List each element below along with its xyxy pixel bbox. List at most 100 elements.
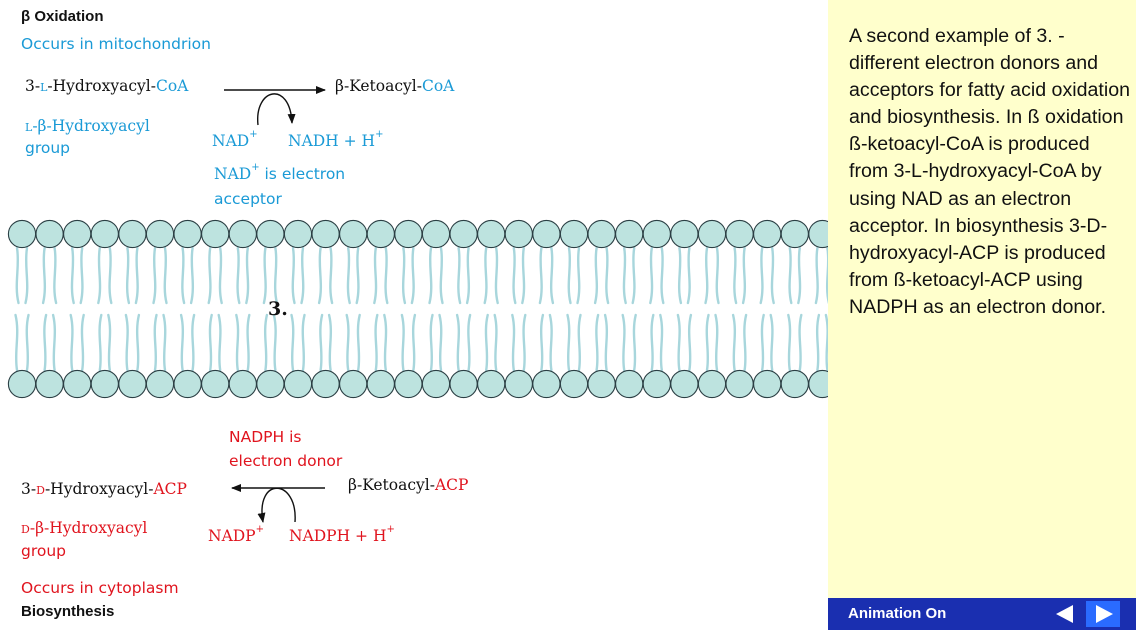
triangle-right-icon (1096, 605, 1113, 623)
lipid-tail (124, 313, 129, 372)
lipid-head (725, 219, 754, 249)
lipid-tail (622, 246, 627, 305)
lipid-head (808, 369, 828, 399)
lipid-tail (704, 246, 709, 305)
nadh-label: NADH + H+ (288, 129, 384, 151)
donor-note-line2: electron donor (229, 452, 343, 470)
lipid-tail (272, 313, 277, 372)
lipid-tail (760, 313, 765, 372)
oxidation-group-word: group (25, 139, 71, 157)
lipid-tail (649, 246, 654, 305)
lipid-tail (539, 313, 545, 372)
lipid-head (670, 369, 699, 399)
lipid-tail (522, 313, 527, 372)
lipid-tail (329, 246, 334, 305)
lipid-head (615, 219, 644, 249)
lipid-tail (465, 246, 471, 305)
lipid-head (808, 219, 828, 249)
lipid-tail (125, 246, 131, 305)
lipid-tail (770, 246, 775, 305)
lipid-head (201, 219, 230, 249)
lipid-tail (70, 246, 75, 305)
previous-button[interactable] (1048, 601, 1082, 627)
lipid-head (256, 369, 285, 399)
oxidation-group-label: L-β-Hydroxyacyl (25, 117, 150, 135)
lipid-head (477, 369, 506, 399)
next-button[interactable] (1086, 601, 1120, 627)
acceptor-note-line2: acceptor (214, 190, 282, 208)
lipid-tail (245, 246, 250, 305)
diagram-area: β Oxidation Occurs in mitochondrion 3-L-… (7, 8, 828, 620)
lipid-tail (455, 313, 461, 372)
acceptor-note: NAD+ is electron (214, 162, 346, 184)
lipid-head (559, 369, 589, 399)
oxidation-product: β-Ketoacyl-CoA (335, 77, 455, 95)
lipid-tail (438, 313, 443, 372)
lipid-tail (290, 313, 295, 372)
biosynthesis-product: 3-D-Hydroxyacyl-ACP (21, 480, 187, 498)
lipid-tail (548, 313, 553, 372)
lipid-head (421, 369, 451, 399)
lipid-tail (410, 246, 415, 305)
lipid-tail (687, 313, 693, 372)
lipid-tail (605, 246, 610, 305)
lipid-head (118, 369, 147, 399)
lipid-tail (69, 313, 74, 372)
oxidation-substrate: 3-L-Hydroxyacyl-CoA (25, 77, 189, 95)
lipid-head (366, 219, 395, 249)
lipid-tail (134, 246, 139, 305)
lipid-head (394, 219, 423, 249)
lipid-tail (14, 313, 19, 372)
lipid-head (504, 369, 533, 399)
lipid-head (642, 369, 671, 399)
lipid-tail (51, 313, 57, 372)
nad-cofactor-arrow (257, 93, 296, 126)
lipid-tail (428, 246, 433, 305)
lipid-head (7, 219, 37, 249)
lipid-tail (660, 246, 665, 305)
animation-toggle[interactable]: Animation On (848, 605, 947, 622)
lipid-head (780, 369, 809, 399)
lipid-tail (401, 246, 407, 305)
lipid-tail (741, 246, 747, 305)
nadph-label: NADPH + H+ (289, 524, 395, 546)
lipid-head (228, 219, 257, 249)
biosynthesis-group-label: D-β-Hydroxyacyl (21, 519, 148, 537)
lipid-head (587, 369, 616, 399)
lipid-tail (798, 313, 803, 372)
lipid-tail (384, 246, 389, 305)
lipid-tails-bottom (14, 313, 828, 372)
lipid-tail (181, 246, 186, 305)
lipid-tail (179, 313, 185, 372)
lipid-tail (567, 246, 572, 305)
lipid-heads-bottom (7, 369, 828, 399)
lipid-head (256, 219, 285, 249)
nadph-cofactor-arrow (257, 487, 296, 523)
donor-note: NADPH is (229, 428, 302, 446)
lipid-tail (374, 313, 379, 372)
lipid-head (311, 369, 340, 399)
lipid-tail (317, 246, 323, 305)
lipid-tail (383, 313, 388, 372)
lipid-tail (577, 313, 582, 372)
lipid-head (145, 369, 175, 399)
lipid-tail (80, 313, 85, 372)
lipid-tail (815, 313, 821, 372)
lipid-tail (743, 313, 748, 372)
lipid-tail (207, 246, 212, 305)
lipid-tail (15, 246, 20, 305)
lipid-head (421, 219, 451, 249)
nad-plus-label: NAD+ (212, 129, 258, 151)
lipid-tail (189, 246, 195, 305)
lipid-head (311, 219, 340, 249)
lipid-head (587, 219, 616, 249)
lipid-tail (24, 246, 29, 305)
lipid-tail (236, 246, 241, 305)
lipid-tail (759, 246, 764, 305)
lipid-head (90, 219, 119, 249)
lipid-bilayer (7, 219, 828, 399)
lipid-tail (263, 313, 269, 372)
lipid-tail (153, 313, 158, 372)
lipid-tail (152, 246, 157, 305)
lipid-tail (217, 313, 222, 372)
